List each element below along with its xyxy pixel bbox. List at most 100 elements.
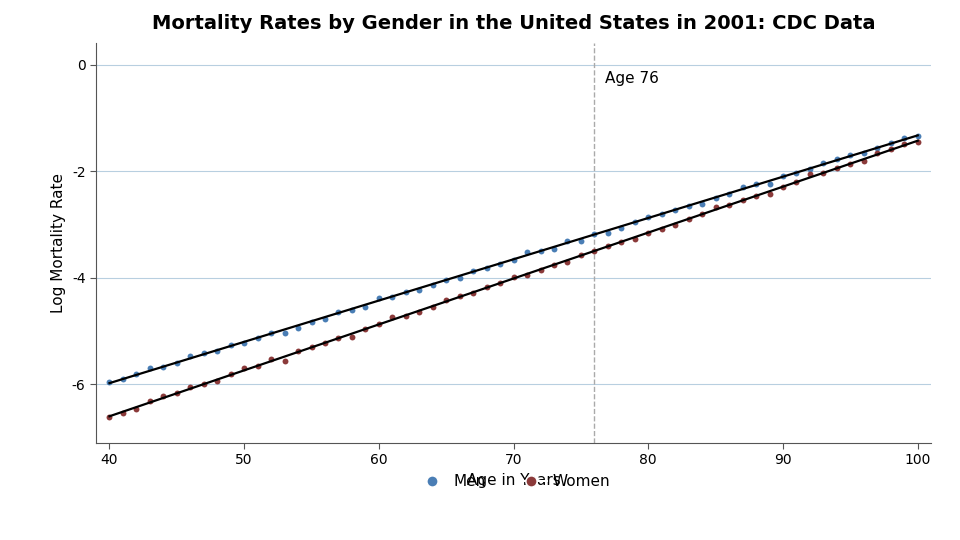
Point (129, 404, 144, 413)
Point (694, 209, 709, 218)
Point (735, 183, 751, 192)
Point (439, 296, 454, 305)
Point (560, 258, 575, 267)
Point (506, 273, 521, 281)
Point (345, 306, 360, 315)
Point (182, 352, 198, 360)
Point (276, 356, 292, 365)
Point (533, 247, 548, 255)
Point (156, 392, 171, 400)
Point (546, 261, 562, 269)
Point (209, 376, 225, 385)
Point (196, 379, 211, 388)
Point (331, 308, 347, 317)
Point (519, 248, 535, 256)
Point (479, 264, 494, 273)
Point (681, 215, 696, 224)
Point (816, 169, 831, 178)
Point (290, 346, 305, 355)
Y-axis label: Log Mortality Rate: Log Mortality Rate (51, 173, 66, 313)
Point (290, 324, 305, 333)
Point (870, 148, 885, 157)
Point (749, 192, 764, 200)
Point (142, 397, 157, 406)
Point (762, 190, 778, 199)
Point (587, 246, 602, 255)
Point (102, 412, 117, 421)
Point (372, 294, 387, 302)
Point (803, 169, 818, 178)
Point (276, 328, 292, 337)
Point (304, 318, 320, 326)
Point (223, 370, 238, 379)
Point (318, 314, 333, 323)
Point (452, 292, 468, 301)
Point (182, 383, 198, 391)
Point (883, 139, 899, 147)
Point (236, 363, 252, 372)
Point (573, 251, 588, 259)
Point (115, 375, 131, 383)
Point (169, 359, 184, 367)
Point (708, 194, 723, 203)
Point (412, 308, 427, 316)
Point (870, 144, 885, 153)
Point (398, 312, 414, 320)
Point (829, 164, 845, 172)
Point (816, 159, 831, 167)
Point (600, 229, 615, 238)
Text: Age 76: Age 76 (605, 71, 660, 86)
Point (263, 354, 278, 363)
Point (519, 271, 535, 279)
Point (156, 363, 171, 372)
Point (681, 202, 696, 211)
Point (897, 140, 912, 149)
Point (910, 132, 925, 140)
Point (398, 288, 414, 296)
Point (250, 334, 265, 343)
Point (749, 180, 764, 188)
Point (762, 179, 778, 188)
Point (573, 236, 588, 245)
Point (263, 329, 278, 338)
Point (236, 338, 252, 347)
Point (829, 154, 845, 163)
Point (667, 206, 683, 214)
Point (856, 149, 872, 158)
Point (129, 369, 144, 378)
Point (223, 341, 238, 349)
Point (910, 138, 925, 146)
Point (304, 343, 320, 352)
Point (640, 229, 656, 238)
Point (667, 220, 683, 229)
Point (142, 364, 157, 373)
Point (358, 325, 373, 334)
Point (789, 178, 804, 186)
Point (425, 302, 441, 311)
Point (627, 235, 642, 244)
Point (102, 378, 117, 387)
Point (358, 302, 373, 311)
Point (412, 286, 427, 295)
Point (560, 237, 575, 246)
Point (843, 159, 858, 168)
Point (856, 157, 872, 165)
Point (479, 282, 494, 291)
Point (345, 333, 360, 341)
Point (789, 169, 804, 178)
Point (640, 212, 656, 221)
Point (883, 144, 899, 153)
Point (492, 260, 508, 268)
Point (627, 218, 642, 226)
Point (506, 256, 521, 265)
Point (708, 202, 723, 211)
Point (600, 242, 615, 251)
Point (722, 190, 737, 198)
Point (722, 200, 737, 209)
Point (776, 172, 791, 180)
Point (209, 347, 225, 355)
Point (115, 409, 131, 418)
Title: Mortality Rates by Gender in the United States in 2001: CDC Data: Mortality Rates by Gender in the United … (152, 15, 876, 33)
Point (897, 133, 912, 142)
Point (613, 224, 629, 233)
